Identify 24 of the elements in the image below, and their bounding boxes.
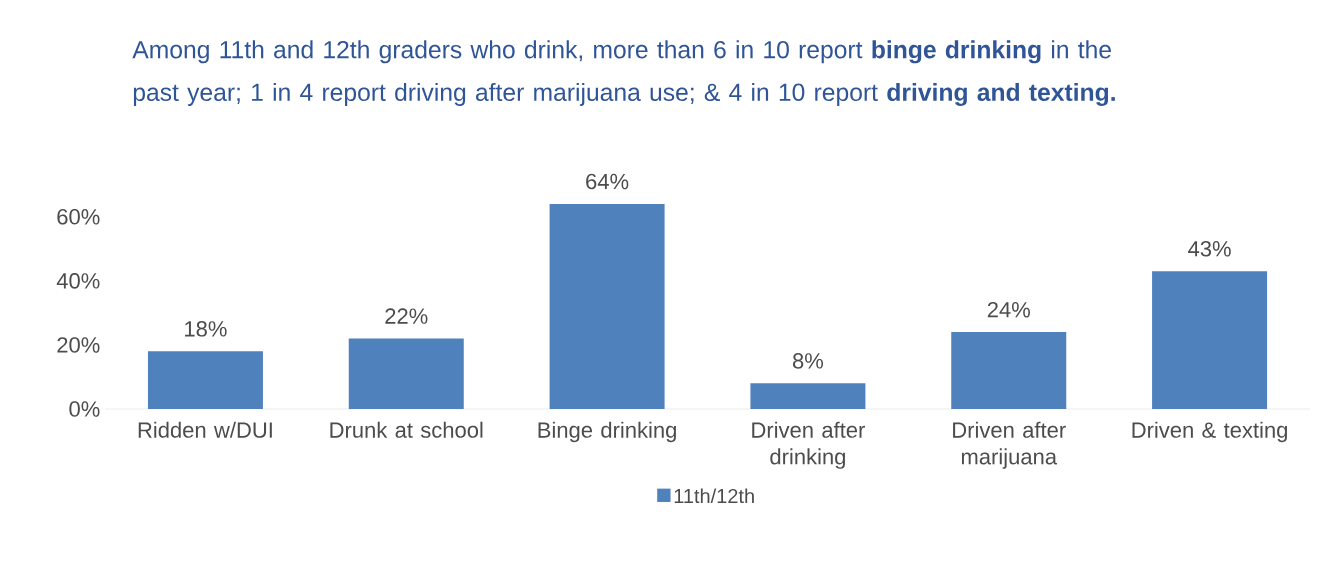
data-label: 64% <box>586 173 629 190</box>
x-tick-label: Driven after drinking <box>752 421 865 469</box>
y-tick-label: 20% <box>57 337 100 353</box>
bar <box>750 383 866 409</box>
x-tick-label: Binge drinking <box>538 421 676 443</box>
data-label: 18% <box>185 321 227 337</box>
bar <box>147 351 263 409</box>
x-tick-label: Driven after marijuana <box>953 421 1066 469</box>
bar <box>1152 271 1268 409</box>
data-label: 24% <box>987 301 1030 318</box>
bar <box>951 332 1067 409</box>
x-tick-label: Ridden w/DUI <box>138 421 272 438</box>
y-tick-label: 60% <box>57 209 100 225</box>
chart-title: Among 11th and 12th graders who drink, more than 6 in 10 report binge drinking in the past year; 1 in 4 report driving after marijuana use; & 4 in 10 report driving and texting. <box>132 40 1115 107</box>
data-label: 43% <box>1188 240 1231 257</box>
legend-label: 11th/12th <box>674 488 754 504</box>
x-tick-label: Drunk at school <box>330 421 483 438</box>
data-label: 22% <box>385 308 428 324</box>
y-tick-label: 40% <box>56 273 100 289</box>
data-label: 8% <box>792 353 824 369</box>
bar <box>549 203 665 409</box>
x-tick-label: Driven & texting <box>1132 421 1287 443</box>
bar <box>348 338 464 409</box>
y-tick-label: 0% <box>69 401 100 417</box>
